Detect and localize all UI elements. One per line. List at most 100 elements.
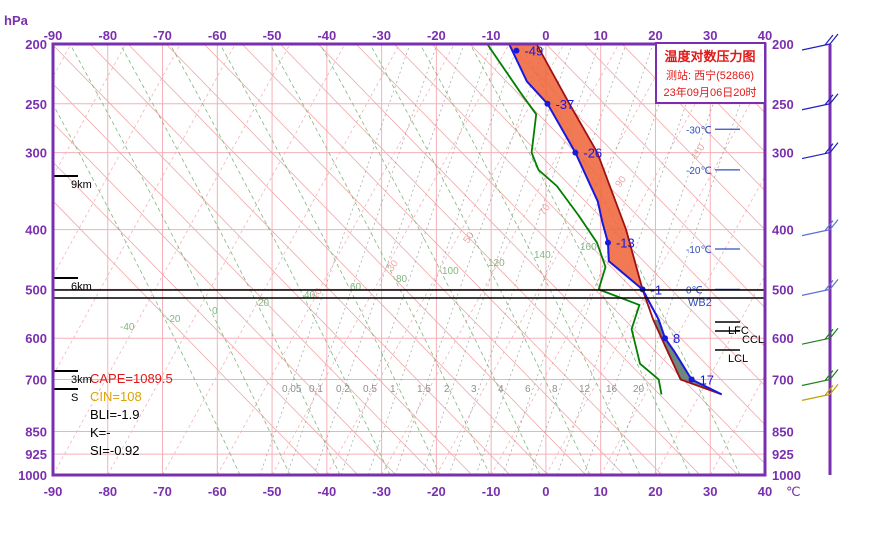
dry-adiabat (53, 161, 359, 475)
top-temperature-tick: -90 (44, 28, 63, 43)
bottom-temperature-tick: -50 (263, 484, 282, 499)
right-pressure-tick: 1000 (772, 468, 801, 483)
temperature-point-label: -37 (555, 97, 574, 112)
bli-value: BLI=-1.9 (90, 407, 140, 422)
dry-adiabat (165, 44, 587, 475)
mixing-ratio-line (475, 44, 627, 475)
skewed-isotherm (216, 44, 455, 475)
skewed-isotherm (271, 44, 510, 475)
dry-adiabat-label: 150 (841, 85, 860, 105)
top-temperature-tick: -70 (153, 28, 172, 43)
freezing-level-label: -10℃ (686, 245, 712, 256)
plot-frame (51, 42, 767, 477)
skewed-isotherm (655, 275, 765, 475)
skewed-isotherm (436, 44, 674, 475)
right-pressure-tick: 850 (772, 424, 794, 439)
right-pressure-tick: 400 (772, 223, 794, 238)
temperature-point-label: -49 (524, 44, 543, 59)
temperature-point-label: 8 (673, 331, 680, 346)
bottom-temperature-tick: -80 (98, 484, 117, 499)
dry-adiabat-label: 130 (765, 113, 784, 133)
dry-adiabat-label: 110 (689, 142, 707, 162)
dry-adiabat (279, 44, 701, 475)
dry-adiabat (203, 44, 625, 475)
moist-adiabat-label: 140 (534, 250, 551, 261)
top-temperature-tick: -80 (98, 28, 117, 43)
dry-adiabat (127, 44, 549, 475)
top-temperature-tick: -30 (372, 28, 391, 43)
moist-adiabat-label: 20 (258, 298, 270, 309)
mixing-ratio-line (556, 44, 708, 475)
left-pressure-tick: 300 (25, 146, 47, 161)
axes: -90 -90 -80 -80 -70 -70 -60 -60 -50 -50 -40 -40 -30 -… (18, 28, 839, 499)
mixing-ratio-line (502, 44, 654, 475)
cin-area (653, 319, 722, 395)
left-pressure-tick: 500 (25, 282, 47, 297)
mixing-ratio-label: 3 (471, 384, 477, 395)
mixing-ratio-label: 2 (444, 384, 450, 395)
moist-adiabat-label: -20 (166, 314, 181, 325)
mixing-ratio-label: 0.2 (336, 384, 350, 395)
si-value: SI=-0.92 (90, 443, 140, 458)
mixing-ratio-line (529, 44, 681, 475)
level-marker-label: CCL (742, 334, 764, 346)
mixing-ratio-line (421, 44, 573, 475)
mixing-ratio-label: 8 (552, 384, 558, 395)
wind-barb (801, 93, 839, 111)
skewed-isotherm (53, 44, 236, 377)
wind-barb (801, 327, 839, 345)
temperature-point-label: 17 (700, 372, 714, 387)
left-pressure-tick: 250 (25, 97, 47, 112)
moist-adiabat (419, 44, 641, 475)
mixing-ratio-label: 0.5 (363, 384, 377, 395)
dry-adiabat (241, 44, 663, 475)
temperature-point (572, 149, 579, 156)
bottom-temperature-tick: 0 (542, 484, 549, 499)
temperature-point (661, 335, 668, 342)
background-grid: 1030507090110130150170-40-20020406080100… (53, 44, 860, 475)
dry-adiabat (53, 83, 435, 475)
left-pressure-tick: 925 (25, 447, 47, 462)
mixing-ratio-line (448, 44, 600, 475)
dry-adiabat (507, 44, 765, 309)
moist-adiabat-label: 120 (488, 258, 505, 269)
mixing-ratio-label: 12 (579, 384, 591, 395)
moist-adiabat-label: -40 (120, 322, 135, 333)
temperature-point (513, 47, 520, 54)
dry-adiabat (621, 44, 765, 192)
right-pressure-tick: 925 (772, 447, 794, 462)
mixing-ratio-label: 1 (390, 384, 396, 395)
datetime-label: 23年09月06日20时 (664, 85, 757, 99)
bottom-temperature-tick: -30 (372, 484, 391, 499)
moist-adiabat-label: 0 (212, 306, 218, 317)
left-pressure-tick: 700 (25, 372, 47, 387)
skewed-isotherm (53, 44, 127, 178)
dry-adiabat (469, 44, 765, 348)
top-temperature-tick: 40 (758, 28, 772, 43)
temperature-point (688, 376, 695, 383)
bottom-temperature-tick: -40 (317, 484, 336, 499)
dry-adiabat (545, 44, 765, 270)
top-temperature-tick: -60 (208, 28, 227, 43)
skewed-isotherm (600, 175, 765, 475)
dry-adiabat (53, 44, 473, 475)
wind-barb (801, 383, 839, 401)
height-marker-label: 3km (71, 374, 92, 386)
k-value: K=- (90, 425, 111, 440)
dry-adiabat-label: 90 (613, 174, 629, 190)
mixing-ratio-label: 0.1 (309, 384, 323, 395)
right-pressure-tick: 600 (772, 331, 794, 346)
height-marker-label: 6km (71, 281, 92, 293)
top-temperature-tick: -10 (482, 28, 501, 43)
dry-adiabat (89, 44, 511, 475)
wind-barb (801, 33, 839, 51)
right-pressure-tick: 700 (772, 372, 794, 387)
left-pressure-tick: 200 (25, 37, 47, 52)
station-label: 测站: 西宁(52866) (666, 68, 754, 82)
left-pressure-tick: 400 (25, 223, 47, 238)
dry-adiabat (583, 44, 765, 231)
left-pressure-tick: 1000 (18, 468, 47, 483)
mixing-ratio-line (340, 44, 492, 475)
mixing-ratio-line (313, 44, 465, 475)
